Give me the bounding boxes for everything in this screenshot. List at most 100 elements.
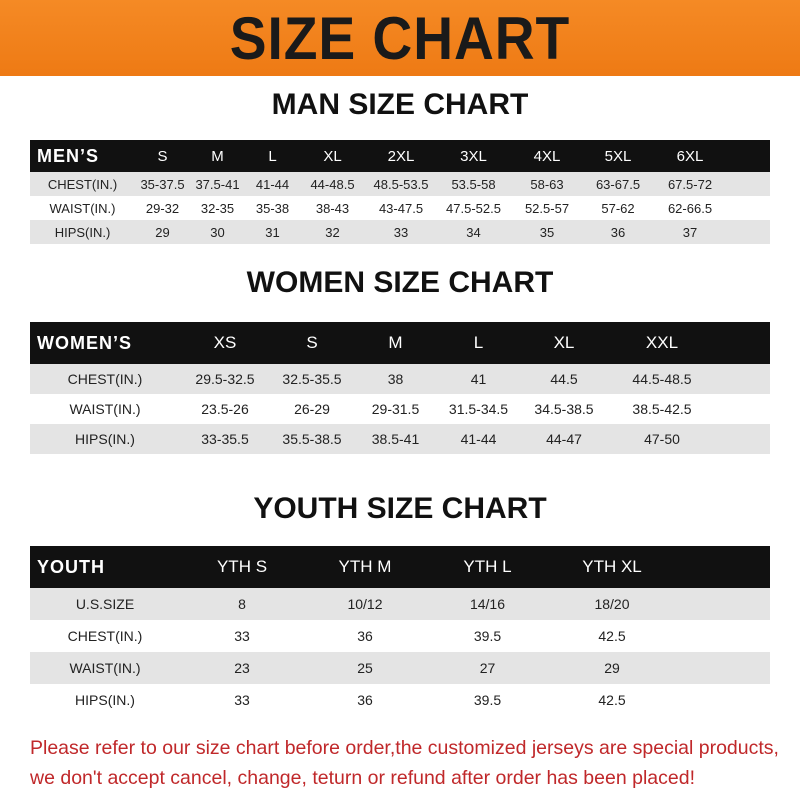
measurement-cell: 26-29 [294, 401, 330, 417]
measurement-cell: 52.5-57 [524, 200, 570, 216]
size-column-header: L [268, 147, 277, 165]
measurement-cell: 29 [155, 224, 170, 240]
size-column-header: YTH M [338, 557, 392, 576]
measurement-cell: 10/12 [347, 596, 383, 612]
table-header-row: WOMEN’S XS S M L XL XXL [30, 322, 770, 364]
size-column-header: YTH L [463, 557, 512, 576]
measurement-cell: 62-66.5 [667, 200, 713, 216]
row-label: WAIST(IN.) [69, 660, 141, 676]
table-row: HIPS(IN.) 33 36 39.5 42.5 [30, 684, 770, 716]
measurement-cell: 48.5-53.5 [373, 176, 429, 192]
measurement-cell: 39.5 [473, 692, 502, 708]
title-banner: SIZE CHART [0, 0, 800, 76]
size-column-header: 6XL [676, 147, 704, 165]
measurement-cell: 29.5-32.5 [195, 371, 255, 387]
measurement-cell: 41-44 [460, 431, 497, 447]
measurement-cell: 39.5 [473, 628, 502, 644]
table-row: WAIST(IN.) 23 25 27 29 [30, 652, 770, 684]
youth-size-table: YOUTH YTH S YTH M YTH L YTH XL U.S.SIZE 8 10/12… [30, 546, 770, 716]
measurement-cell: 35-38 [255, 200, 290, 216]
measurement-cell: 23 [234, 660, 250, 676]
measurement-cell: 14/16 [469, 596, 506, 612]
measurement-cell: 35 [539, 224, 555, 240]
row-label: HIPS(IN.) [54, 224, 111, 240]
measurement-cell: 44.5-48.5 [632, 371, 692, 387]
size-column-header: YTH XL [582, 557, 642, 576]
women-section-title: WOMEN SIZE CHART [246, 266, 554, 299]
table-header-label: WOMEN’S [37, 332, 132, 353]
measurement-cell: 34 [466, 224, 481, 240]
measurement-cell: 35.5-38.5 [282, 431, 342, 447]
measurement-cell: 23.5-26 [201, 401, 249, 417]
row-label: U.S.SIZE [75, 596, 135, 612]
measurement-cell: 47-50 [644, 431, 680, 447]
table-row: U.S.SIZE 8 10/12 14/16 18/20 [30, 588, 770, 620]
measurement-cell: 37 [682, 224, 698, 240]
measurement-cell: 36 [357, 628, 373, 644]
measurement-cell: 41-44 [255, 176, 290, 192]
measurement-cell: 33 [393, 224, 409, 240]
row-label: CHEST(IN.) [67, 628, 143, 644]
table-row: WAIST(IN.) 29-32 32-35 35-38 38-43 43-47.5 47.… [30, 196, 770, 220]
row-label: CHEST(IN.) [47, 176, 118, 192]
notice-line-2: we don't accept cancel, change, teturn o… [30, 767, 695, 789]
measurement-cell: 57-62 [601, 200, 635, 216]
youth-section-title: YOUTH SIZE CHART [253, 492, 547, 525]
measurement-cell: 8 [238, 596, 246, 612]
measurement-cell: 37.5-41 [195, 176, 240, 192]
table-row: CHEST(IN.) 29.5-32.5 32.5-35.5 38 41 44.5 44.5… [30, 364, 770, 394]
measurement-cell: 58-63 [530, 176, 564, 192]
measurement-cell: 33 [234, 692, 250, 708]
measurement-cell: 43-47.5 [378, 200, 424, 216]
measurement-cell: 18/20 [594, 596, 630, 612]
measurement-cell: 29-32 [145, 200, 180, 216]
men-section-title: MAN SIZE CHART [271, 88, 529, 121]
page-title: SIZE CHART [229, 4, 571, 72]
size-column-header: S [157, 147, 168, 165]
measurement-cell: 38.5-42.5 [632, 401, 692, 417]
order-notice: Please refer to our size chart before or… [30, 733, 790, 793]
table-row: WAIST(IN.) 23.5-26 26-29 29-31.5 31.5-34.5 34… [30, 394, 770, 424]
notice-line-1: Please refer to our size chart before or… [30, 737, 779, 759]
measurement-cell: 38-43 [315, 200, 350, 216]
table-row: CHEST(IN.) 35-37.5 37.5-41 41-44 44-48.5 48.5… [30, 172, 770, 196]
measurement-cell: 44-47 [546, 431, 582, 447]
size-column-header: XXL [645, 333, 679, 352]
size-column-header: M [388, 333, 403, 352]
measurement-cell: 47.5-52.5 [446, 200, 501, 216]
measurement-cell: 67.5-72 [667, 176, 713, 192]
row-label: HIPS(IN.) [75, 692, 135, 708]
measurement-cell: 38.5-41 [371, 431, 420, 447]
table-header-row: MEN’S S M L XL 2XL 3XL 4XL 5XL 6XL [30, 140, 770, 172]
measurement-cell: 32.5-35.5 [282, 371, 342, 387]
size-column-header: XS [213, 333, 237, 352]
women-size-table: WOMEN’S XS S M L XL XXL CHEST(IN.) 29.5-32.5 32.5… [30, 322, 770, 454]
size-column-header: 5XL [604, 147, 632, 165]
table-row: HIPS(IN.) 33-35.5 35.5-38.5 38.5-41 41-44 44-… [30, 424, 770, 454]
size-column-header: YTH S [216, 557, 268, 576]
measurement-cell: 35-37.5 [140, 176, 185, 192]
row-label: WAIST(IN.) [69, 401, 141, 417]
table-header-label: MEN’S [37, 145, 100, 166]
measurement-cell: 29-31.5 [371, 401, 420, 417]
measurement-cell: 42.5 [598, 692, 626, 708]
table-header-label: YOUTH [37, 556, 105, 577]
size-column-header: L [473, 333, 484, 352]
table-header-row: YOUTH YTH S YTH M YTH L YTH XL [30, 546, 770, 588]
measurement-cell: 44.5 [550, 371, 578, 387]
size-column-header: 2XL [387, 147, 415, 165]
measurement-cell: 31.5-34.5 [448, 401, 509, 417]
measurement-cell: 32-35 [200, 200, 235, 216]
measurement-cell: 27 [479, 660, 496, 676]
men-size-table: MEN’S S M L XL 2XL 3XL 4XL 5XL 6XL CHEST(IN.) 35-37… [30, 140, 770, 244]
size-column-header: M [211, 147, 224, 165]
measurement-cell: 44-48.5 [310, 176, 355, 192]
size-column-header: 4XL [533, 147, 561, 165]
measurement-cell: 29 [604, 660, 620, 676]
measurement-cell: 31 [265, 224, 280, 240]
row-label: WAIST(IN.) [49, 200, 116, 216]
size-column-header: 3XL [460, 147, 487, 165]
measurement-cell: 42.5 [598, 628, 626, 644]
size-column-header: XL [323, 147, 342, 165]
size-column-header: XL [553, 333, 575, 352]
